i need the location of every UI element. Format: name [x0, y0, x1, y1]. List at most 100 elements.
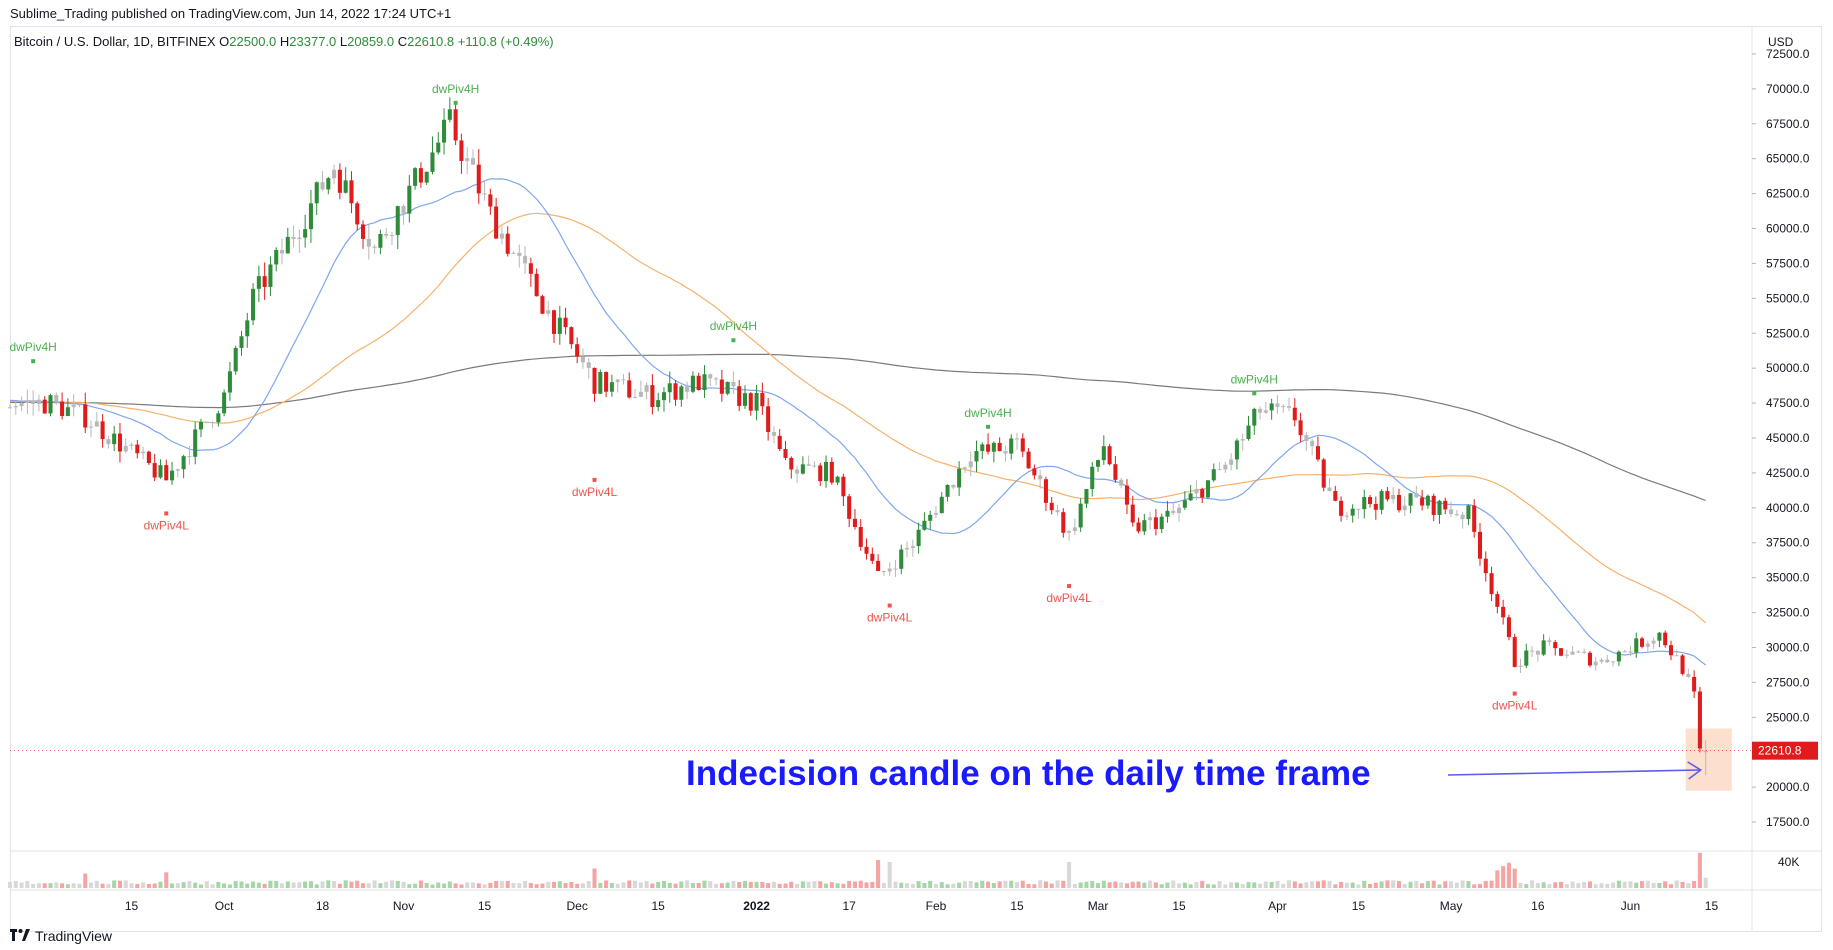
candle-body [812, 465, 817, 467]
candle-body [1096, 460, 1101, 467]
volume-bar [395, 881, 400, 888]
candle-body [505, 233, 510, 254]
volume-bar [1014, 882, 1020, 888]
volume-bar [1593, 884, 1598, 888]
candle-body [19, 402, 24, 407]
candle-body [135, 444, 140, 454]
candle-body [742, 393, 748, 406]
candle-body [488, 194, 493, 207]
candle-body [534, 273, 539, 297]
candle-body [1454, 514, 1459, 516]
last-price-label: 22610.8 [1758, 744, 1802, 758]
y-tick-label: 57500.0 [1766, 256, 1810, 270]
candle-body [1466, 505, 1471, 520]
candle-body [1460, 514, 1465, 520]
volume-bar [152, 883, 157, 888]
x-tick-label: 15 [125, 899, 139, 913]
pivot-marker [986, 424, 991, 429]
candle-body [401, 206, 406, 214]
y-tick-label: 35000.0 [1766, 571, 1810, 585]
candle-body [1258, 408, 1263, 413]
candle-body [1304, 435, 1309, 441]
candle-body [551, 310, 557, 334]
candle-body [31, 400, 36, 404]
candle-body [719, 379, 724, 394]
candle-body [1026, 451, 1031, 469]
candle-body [847, 496, 852, 519]
volume-bar [783, 883, 788, 888]
volume-bar [1501, 866, 1506, 888]
volume-bar [702, 880, 707, 888]
volume-bar [1651, 882, 1656, 888]
volume-bar [31, 883, 36, 888]
candle-body [557, 317, 562, 334]
candle-body [129, 444, 134, 446]
candle-body [754, 392, 759, 411]
candle-body [1657, 632, 1662, 641]
volume-bar [279, 883, 285, 888]
candle-body [1200, 489, 1205, 498]
pivot-label: dwPiv4L [1492, 699, 1538, 713]
candle-body [337, 169, 342, 193]
candle-body [1032, 468, 1037, 476]
candle-body [1281, 406, 1286, 408]
candle-body [187, 456, 192, 458]
footer-brand[interactable]: TradingView [35, 928, 113, 944]
volume-bar [227, 884, 232, 888]
pivot-marker [731, 338, 736, 343]
volume-bar [1148, 880, 1153, 888]
x-tick-label: 15 [652, 899, 666, 913]
volume-bar [540, 883, 545, 888]
candle-body [453, 109, 458, 141]
candle-body [881, 570, 886, 572]
volume-bar [957, 882, 962, 888]
volume-bar [604, 880, 609, 888]
candle-body [418, 168, 423, 183]
candle-body [933, 513, 939, 515]
candle-body [1188, 493, 1193, 501]
volume-bar [1084, 881, 1089, 888]
candle-body [465, 158, 470, 161]
pivot-marker [1252, 391, 1257, 396]
volume-bar [1622, 881, 1627, 888]
y-tick-label: 42500.0 [1766, 466, 1810, 480]
candle-body [1148, 517, 1153, 521]
volume-bar [436, 882, 441, 888]
volume-bar [42, 883, 47, 888]
candle-body [1159, 516, 1164, 530]
x-tick-label: 15 [1705, 899, 1719, 913]
volume-bar [1003, 880, 1008, 888]
candle-body [1449, 509, 1454, 515]
volume-bar [470, 882, 476, 888]
candle-body [1535, 650, 1540, 655]
candle-body [499, 233, 504, 239]
volume-bar [54, 882, 59, 888]
volume-bar [355, 880, 360, 888]
candle-body [1593, 661, 1598, 666]
candle-body [372, 246, 377, 248]
candle-body [974, 451, 979, 462]
volume-bar [7, 881, 13, 888]
volume-bar [349, 881, 354, 888]
volume-bar [1680, 881, 1685, 888]
candle-body [1310, 440, 1315, 447]
volume-bar [714, 883, 719, 888]
candle-body [48, 395, 53, 414]
volume-bar [876, 859, 881, 888]
volume-bar [141, 882, 146, 888]
x-tick-label: 15 [1352, 899, 1366, 913]
volume-bar [806, 881, 811, 888]
volume-bar [771, 881, 776, 888]
annotation-arrowhead [1687, 761, 1703, 780]
volume-bar [737, 881, 742, 888]
volume-bar [1373, 882, 1378, 888]
candle-body [395, 206, 400, 236]
volume-bar [1205, 884, 1211, 888]
candle-body [343, 180, 348, 193]
volume-bar [592, 868, 597, 888]
candle-body [25, 400, 30, 403]
candle-body [1443, 500, 1448, 510]
volume-bar [361, 883, 366, 888]
candle-body [1107, 446, 1112, 465]
